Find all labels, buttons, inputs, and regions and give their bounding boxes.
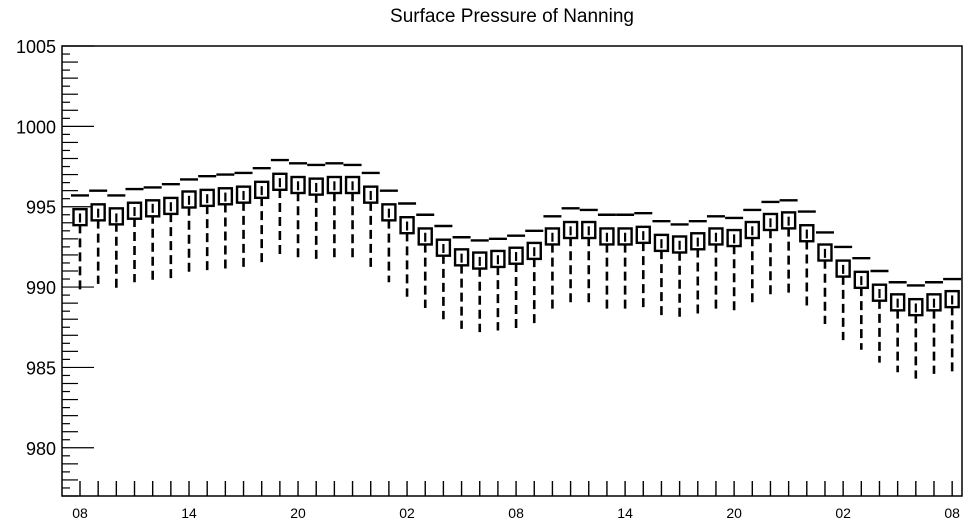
box-item: [888, 281, 907, 373]
x-tick-label: 14: [617, 505, 633, 521]
y-tick-label: 985: [26, 358, 56, 378]
box-item: [507, 234, 526, 329]
box-item: [779, 199, 798, 296]
box-item: [198, 174, 217, 271]
x-tick-label: 20: [726, 505, 742, 521]
box-item: [688, 219, 707, 316]
y-tick-label: 1000: [16, 117, 56, 137]
box-item: [725, 216, 744, 313]
box-item: [652, 219, 671, 318]
box-item: [852, 256, 871, 350]
box-item: [71, 194, 89, 294]
box-item: [834, 245, 853, 341]
box-item: [234, 171, 253, 270]
box-item: [379, 189, 398, 283]
plot-frame: [61, 45, 963, 497]
box-item: [761, 200, 780, 299]
box-item: [398, 202, 417, 297]
box-item: [488, 237, 507, 331]
box-item: [470, 239, 489, 333]
box-item: [743, 208, 762, 305]
box-item: [706, 215, 725, 312]
x-tick-label: 20: [290, 505, 306, 521]
box-item: [289, 162, 308, 260]
box-item: [943, 277, 962, 373]
y-tick-label: 1005: [16, 37, 56, 57]
box-item: [815, 231, 834, 325]
box-item: [125, 187, 144, 283]
box-item: [161, 183, 180, 280]
chart-title: Surface Pressure of Nanning: [390, 6, 634, 27]
x-tick-label: 02: [399, 505, 415, 521]
box-item: [343, 163, 362, 259]
x-tick-label: 02: [835, 505, 851, 521]
box-item: [416, 213, 435, 308]
box-item: [634, 211, 653, 308]
box-series: [71, 158, 962, 379]
box-item: [579, 208, 598, 304]
box-item: [107, 194, 126, 291]
box-item: [89, 189, 108, 284]
box-item: [307, 163, 326, 260]
x-tick-label: 08: [72, 505, 88, 521]
box-item: [180, 178, 199, 273]
box-item: [252, 166, 271, 267]
box-item: [434, 224, 453, 320]
box-item: [143, 186, 162, 281]
box-item: [216, 173, 235, 271]
box-item: [525, 229, 544, 325]
y-axis: 980 985 990 995 1000 1005: [16, 37, 94, 497]
x-axis: 08 14 20 02 08 14 20 02 08: [72, 481, 960, 521]
box-item: [670, 223, 689, 320]
box-item: [361, 171, 380, 268]
y-tick-label: 990: [26, 278, 56, 298]
box-item: [597, 213, 616, 310]
box-item: [924, 281, 943, 374]
box-item: [870, 269, 889, 363]
box-item: [270, 158, 289, 259]
box-item: [543, 215, 562, 310]
box-item: [452, 236, 471, 329]
x-tick-label: 08: [508, 505, 524, 521]
box-item: [616, 213, 635, 310]
box-item: [906, 284, 925, 379]
box-item: [561, 207, 580, 304]
y-tick-label: 980: [26, 439, 56, 459]
x-tick-label: 08: [944, 505, 960, 521]
box-item: [797, 210, 816, 307]
box-item: [325, 162, 344, 259]
x-tick-label: 14: [181, 505, 197, 521]
y-tick-label: 995: [26, 198, 56, 218]
